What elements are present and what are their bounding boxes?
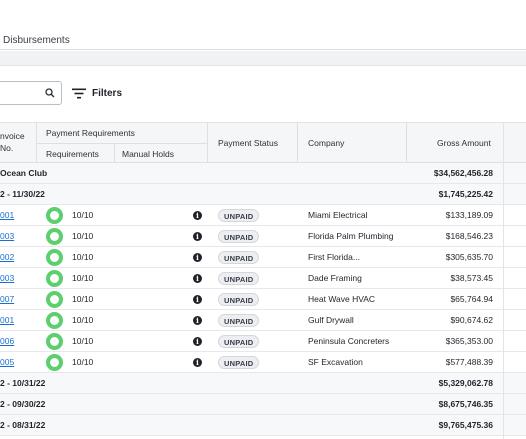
gross-amount: $90,674.62 <box>450 315 493 325</box>
group-row[interactable]: 2 - 10/31/22 $5,329,062.78 <box>0 373 526 394</box>
requirements-count: 10/10 <box>72 294 94 304</box>
gross-amount: $65,764.94 <box>450 294 493 304</box>
requirements-progress-icon <box>46 291 63 308</box>
invoice-link[interactable]: 001 <box>0 210 15 220</box>
requirements-progress-icon <box>46 312 63 329</box>
table-row[interactable]: 005 10/10 i UNPAID SF Excavation $577,488.39 <box>0 352 526 373</box>
group-row[interactable]: 2 - 09/30/22 $8,675,746.35 <box>0 394 526 415</box>
group-row[interactable]: Ocean Club $34,562,456.28 <box>0 163 526 184</box>
invoice-link[interactable]: 002 <box>0 252 15 262</box>
group-label: 2 - 08/31/22 <box>0 420 46 430</box>
invoice-link[interactable]: 006 <box>0 336 15 346</box>
tab-disbursements[interactable]: Disbursements <box>3 35 70 46</box>
search-icon <box>45 88 55 98</box>
requirements-count: 10/10 <box>72 252 94 262</box>
status-badge: UNPAID <box>218 230 260 243</box>
header-payment-requirements: Payment Requirements <box>46 128 135 138</box>
filters-label: Filters <box>92 87 123 99</box>
gross-amount: $577,488.39 <box>445 357 493 367</box>
company-name: Heat Wave HVAC <box>308 294 376 304</box>
company-name: Miami Electrical <box>308 210 368 220</box>
requirements-progress-icon <box>46 333 63 350</box>
table-row[interactable]: 006 10/10 i UNPAID Peninsula Concreters $365,… <box>0 331 526 352</box>
requirements-progress-icon <box>46 354 63 371</box>
table-row[interactable]: 007 10/10 i UNPAID Heat Wave HVAC $65,764.94 <box>0 289 526 310</box>
company-name: First Florida... <box>308 252 360 262</box>
info-icon[interactable]: i <box>193 295 202 304</box>
group-row[interactable]: 2 - 11/30/22 $1,745,225.42 <box>0 184 526 205</box>
toolbar: Filters <box>0 66 526 122</box>
info-icon[interactable]: i <box>193 274 202 283</box>
table-row[interactable]: 003 10/10 i UNPAID Florida Palm Plumbing $168… <box>0 226 526 247</box>
requirements-count: 10/10 <box>72 231 94 241</box>
info-icon[interactable]: i <box>193 253 202 262</box>
top-tab-bar: Disbursements <box>0 0 526 50</box>
status-badge: UNPAID <box>218 314 260 327</box>
gross-amount: $168,546.23 <box>445 231 493 241</box>
requirements-count: 10/10 <box>72 357 94 367</box>
group-label: 2 - 10/31/22 <box>0 378 46 388</box>
requirements-progress-icon <box>46 207 63 224</box>
group-amount: $9,765,475.36 <box>438 420 493 430</box>
invoice-link[interactable]: 007 <box>0 294 15 304</box>
group-row[interactable]: 2 - 08/31/22 $9,765,475.36 <box>0 415 526 436</box>
divider-band <box>0 51 526 66</box>
group-label: 2 - 11/30/22 <box>0 189 45 199</box>
invoice-link[interactable]: 003 <box>0 273 15 283</box>
gross-amount: $305,635.70 <box>445 252 493 262</box>
group-amount: $34,562,456.28 <box>433 168 493 178</box>
status-badge: UNPAID <box>218 335 260 348</box>
header-company: Company <box>308 138 345 148</box>
table-row[interactable]: 001 10/10 i UNPAID Miami Electrical $133,189.… <box>0 205 526 226</box>
requirements-progress-icon <box>46 249 63 266</box>
header-requirements: Requirements <box>46 149 99 159</box>
column-edge <box>503 122 504 439</box>
gross-amount: $365,353.00 <box>445 336 493 346</box>
gross-amount: $38,573.45 <box>450 273 493 283</box>
requirements-progress-icon <box>46 228 63 245</box>
info-icon[interactable]: i <box>193 211 202 220</box>
info-icon[interactable]: i <box>193 358 202 367</box>
filter-icon <box>72 88 86 98</box>
search-input[interactable] <box>0 81 62 105</box>
status-badge: UNPAID <box>218 356 260 369</box>
group-label: 2 - 09/30/22 <box>0 399 46 409</box>
company-name: Gulf Drywall <box>308 315 354 325</box>
invoice-link[interactable]: 005 <box>0 357 15 367</box>
filters-button[interactable]: Filters <box>72 85 122 101</box>
group-amount: $1,745,225.42 <box>438 189 493 199</box>
status-badge: UNPAID <box>218 272 260 285</box>
invoice-link[interactable]: 003 <box>0 231 15 241</box>
table-header: nvoice No. Payment Requirements Requirem… <box>0 122 526 164</box>
gross-amount: $133,189.09 <box>445 210 493 220</box>
requirements-progress-icon <box>46 270 63 287</box>
requirements-count: 10/10 <box>72 210 94 220</box>
header-payment-status: Payment Status <box>218 138 279 148</box>
header-manual-holds: Manual Holds <box>122 149 174 159</box>
table-row[interactable]: 002 10/10 i UNPAID First Florida... $305,635.… <box>0 247 526 268</box>
status-badge: UNPAID <box>218 251 260 264</box>
requirements-count: 10/10 <box>72 273 94 283</box>
status-badge: UNPAID <box>218 209 260 222</box>
company-name: Florida Palm Plumbing <box>308 231 394 241</box>
info-icon[interactable]: i <box>193 232 202 241</box>
header-invoice-line2: No. <box>0 143 14 153</box>
header-gross-amount: Gross Amount <box>437 138 491 148</box>
info-icon[interactable]: i <box>193 337 202 346</box>
company-name: SF Excavation <box>308 357 363 367</box>
group-label: Ocean Club <box>0 168 48 178</box>
table-row[interactable]: 003 10/10 i UNPAID Dade Framing $38,573.45 <box>0 268 526 289</box>
company-name: Peninsula Concreters <box>308 336 390 346</box>
info-icon[interactable]: i <box>193 316 202 325</box>
group-amount: $8,675,746.35 <box>438 399 493 409</box>
group-amount: $5,329,062.78 <box>438 378 493 388</box>
requirements-count: 10/10 <box>72 315 94 325</box>
table-row[interactable]: 001 10/10 i UNPAID Gulf Drywall $90,674.62 <box>0 310 526 331</box>
header-invoice-line1: nvoice <box>0 131 25 141</box>
requirements-count: 10/10 <box>72 336 94 346</box>
invoice-link[interactable]: 001 <box>0 315 15 325</box>
status-badge: UNPAID <box>218 293 260 306</box>
company-name: Dade Framing <box>308 273 362 283</box>
